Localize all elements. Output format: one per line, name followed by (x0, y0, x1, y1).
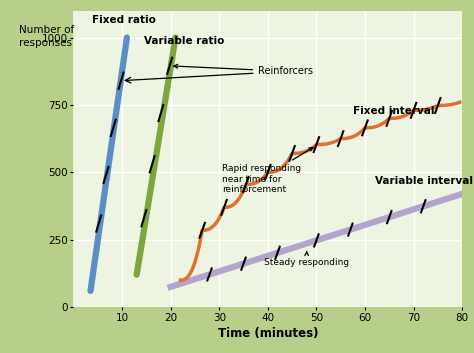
Text: Fixed ratio: Fixed ratio (92, 15, 156, 25)
Text: Variable interval: Variable interval (374, 176, 473, 186)
Text: Reinforcers: Reinforcers (174, 64, 313, 76)
Text: Rapid responding
near time for
reinforcement: Rapid responding near time for reinforce… (222, 148, 313, 194)
X-axis label: Time (minutes): Time (minutes) (218, 327, 318, 340)
Text: Variable ratio: Variable ratio (144, 36, 224, 46)
Text: Fixed interval: Fixed interval (353, 106, 434, 116)
Text: Steady responding: Steady responding (264, 252, 349, 267)
Text: Number of
responses: Number of responses (19, 25, 74, 48)
